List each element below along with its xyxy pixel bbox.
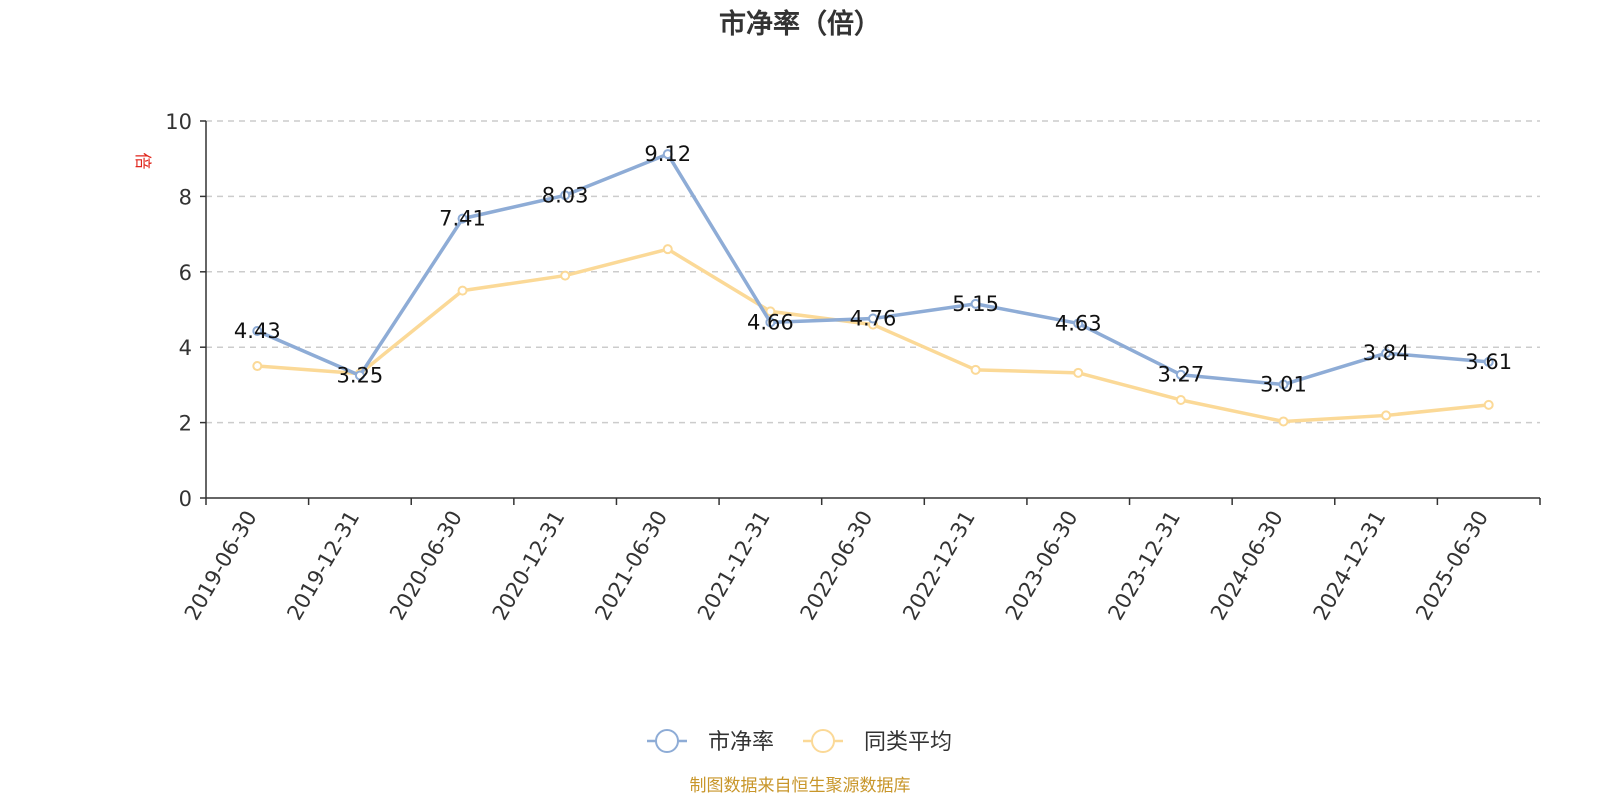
data-label: 5.15: [952, 292, 999, 316]
data-point: [560, 190, 571, 201]
chart-title: 市净率（倍）: [719, 8, 881, 40]
data-point: [765, 317, 776, 328]
gridlines: [206, 120, 1540, 424]
legend-label: 同类平均: [864, 730, 952, 755]
legend[interactable]: 市净率 同类平均: [647, 729, 952, 755]
data-point: [970, 298, 981, 309]
x-tick-label: 2024-12-31: [1309, 507, 1391, 625]
data-point: [662, 149, 673, 160]
y-tick-label: 2: [179, 412, 192, 436]
data-point: [457, 285, 468, 296]
data-point: [354, 370, 365, 381]
data-label: 3.01: [1260, 373, 1307, 397]
data-point: [868, 313, 878, 324]
legend-label: 市净率: [708, 730, 774, 755]
y-tick-label: 4: [179, 336, 192, 360]
x-tick-label: 2019-12-31: [282, 507, 364, 625]
x-tick-label: 2024-06-30: [1206, 507, 1288, 625]
data-label: 7.41: [439, 207, 486, 231]
x-tick-label: 2020-06-30: [385, 507, 467, 625]
data-point: [1175, 369, 1186, 380]
x-tick-label: 2019-06-30: [180, 507, 262, 625]
data-labels: 4.43 3.25 7.41 8.03 9.12 4.66 4.76 5.15 4.63 3.27…: [234, 142, 1512, 396]
series-line: [255, 152, 1491, 387]
legend-marker: [811, 729, 835, 753]
data-label: 3.27: [1157, 363, 1204, 387]
data-point: [1381, 348, 1392, 359]
data-label: 4.63: [1055, 311, 1102, 335]
data-point: [457, 213, 468, 224]
data-point: [1483, 356, 1494, 367]
x-tick-label: 2023-06-30: [1001, 507, 1083, 625]
y-tick-label: 10: [165, 110, 192, 134]
data-point: [1278, 416, 1289, 427]
data-label: 9.12: [644, 142, 691, 166]
data-point: [560, 270, 571, 281]
data-label: 3.25: [337, 363, 384, 387]
data-point: [1073, 367, 1084, 378]
y-tick-label: 8: [179, 185, 192, 209]
data-point: [1483, 399, 1494, 410]
data-point: [1381, 410, 1392, 421]
data-point: [970, 364, 981, 375]
data-label: 3.61: [1465, 350, 1512, 374]
x-tick-label: 2023-12-31: [1103, 507, 1185, 625]
data-point: [252, 361, 263, 372]
y-axis-unit-label: 倍: [132, 153, 152, 170]
data-point: [252, 325, 263, 336]
y-tick-label: 0: [179, 487, 192, 511]
data-point: [1175, 394, 1186, 405]
data-label: 4.76: [850, 307, 897, 331]
x-tick-label: 2020-12-31: [488, 507, 570, 625]
data-label: 4.43: [234, 319, 281, 343]
legend-marker: [655, 729, 679, 753]
data-point: [1278, 379, 1289, 390]
data-point: [662, 244, 673, 255]
x-tick-label: 2022-12-31: [898, 507, 980, 625]
x-tick-label: 2022-06-30: [796, 507, 878, 625]
series-lines: [252, 149, 1494, 427]
data-label: 8.03: [542, 183, 589, 207]
x-tick-label: 2021-06-30: [590, 507, 672, 625]
x-tick-label: 2025-06-30: [1411, 507, 1493, 625]
source-note: 制图数据来自恒生聚源数据库: [690, 776, 911, 796]
data-label: 3.84: [1363, 341, 1410, 365]
y-tick-label: 6: [179, 261, 192, 285]
data-point: [1073, 318, 1084, 329]
data-point: [765, 306, 776, 317]
data-label: 4.66: [747, 310, 794, 334]
x-tick-label: 2021-12-31: [693, 507, 775, 625]
